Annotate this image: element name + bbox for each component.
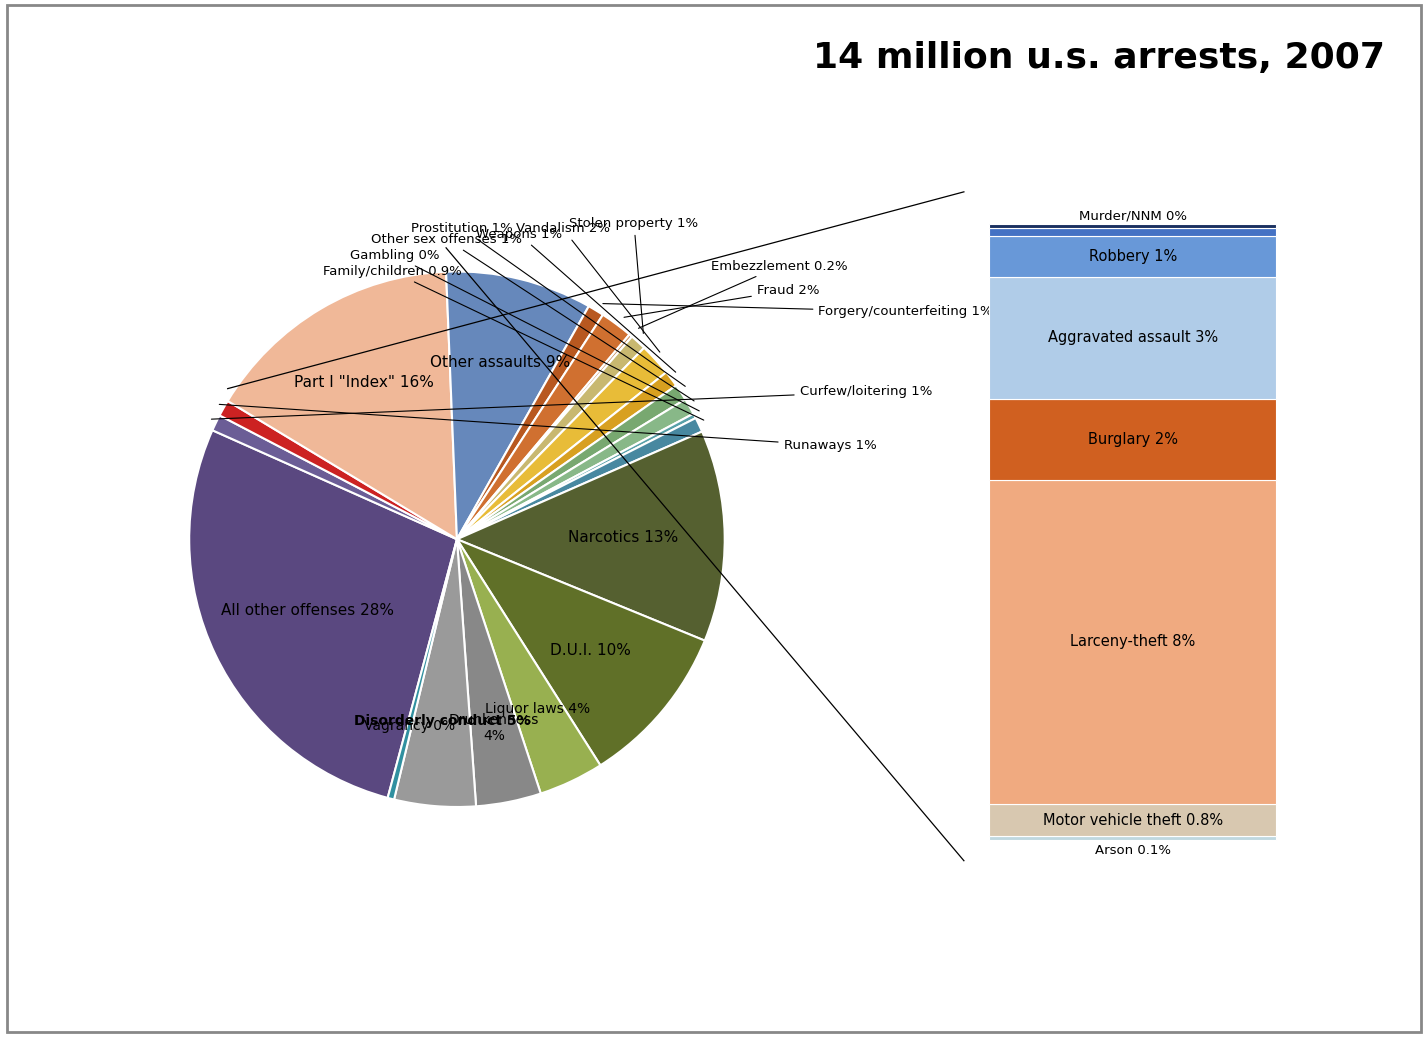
Wedge shape — [190, 430, 457, 797]
Wedge shape — [457, 306, 603, 539]
Wedge shape — [457, 335, 633, 539]
Text: Arson 0.1%: Arson 0.1% — [1095, 844, 1171, 857]
Wedge shape — [227, 272, 457, 539]
Wedge shape — [213, 416, 457, 539]
Text: Embezzlement 0.2%: Embezzlement 0.2% — [638, 259, 848, 329]
Text: Murder/NNM 0%: Murder/NNM 0% — [1078, 209, 1187, 222]
Bar — [990, 398, 1277, 480]
Text: Burglary 2%: Burglary 2% — [1088, 431, 1178, 447]
Text: Vagrancy 0%: Vagrancy 0% — [364, 719, 456, 733]
Text: Fraud 2%: Fraud 2% — [624, 284, 820, 317]
Text: Runaways 1%: Runaways 1% — [220, 404, 877, 452]
Text: D.U.I. 10%: D.U.I. 10% — [550, 643, 631, 658]
Wedge shape — [457, 399, 694, 539]
Wedge shape — [220, 401, 457, 539]
Text: Larceny-theft 8%: Larceny-theft 8% — [1070, 635, 1195, 649]
Bar — [990, 480, 1277, 804]
Wedge shape — [457, 337, 644, 539]
Bar — [990, 837, 1277, 840]
Wedge shape — [457, 418, 703, 539]
Bar — [990, 236, 1277, 277]
Wedge shape — [457, 347, 667, 539]
Wedge shape — [446, 272, 588, 539]
Text: Weapons 1%: Weapons 1% — [476, 227, 675, 372]
Text: Forgery/counterfeiting 1%: Forgery/counterfeiting 1% — [603, 304, 992, 318]
Text: Narcotics 13%: Narcotics 13% — [568, 530, 678, 544]
Wedge shape — [457, 539, 600, 793]
Text: Liquor laws 4%: Liquor laws 4% — [484, 702, 590, 716]
Text: Part I "Index" 16%: Part I "Index" 16% — [294, 375, 434, 390]
Wedge shape — [457, 386, 685, 539]
Wedge shape — [387, 539, 457, 800]
Wedge shape — [457, 414, 695, 539]
Wedge shape — [394, 539, 476, 807]
Wedge shape — [457, 372, 677, 539]
Text: Family/children 0.9%: Family/children 0.9% — [323, 265, 704, 420]
Text: Other assaults 9%: Other assaults 9% — [430, 355, 570, 370]
Wedge shape — [457, 539, 541, 807]
Wedge shape — [457, 539, 705, 765]
Text: Vandalism 2%: Vandalism 2% — [516, 222, 660, 353]
Text: Drunkenness
4%: Drunkenness 4% — [450, 713, 540, 744]
Text: Aggravated assault 3%: Aggravated assault 3% — [1048, 330, 1218, 345]
Wedge shape — [457, 315, 630, 539]
Text: All other offenses 28%: All other offenses 28% — [220, 604, 394, 618]
Bar — [990, 277, 1277, 398]
Bar — [990, 224, 1277, 228]
Text: Motor vehicle theft 0.8%: Motor vehicle theft 0.8% — [1042, 813, 1222, 828]
Text: Robbery 1%: Robbery 1% — [1088, 249, 1177, 264]
Text: Other sex offenses 1%: Other sex offenses 1% — [371, 233, 694, 401]
Bar — [990, 804, 1277, 837]
Bar — [990, 228, 1277, 236]
Text: 14 million u.s. arrests, 2007: 14 million u.s. arrests, 2007 — [813, 41, 1385, 76]
Text: Stolen property 1%: Stolen property 1% — [570, 217, 698, 334]
Text: Gambling 0%: Gambling 0% — [350, 249, 700, 411]
Text: Curfew/loitering 1%: Curfew/loitering 1% — [211, 386, 932, 419]
Wedge shape — [457, 431, 724, 641]
Text: Disorderly conduct 5%: Disorderly conduct 5% — [354, 713, 530, 728]
Text: Prostitution 1%: Prostitution 1% — [411, 222, 685, 387]
